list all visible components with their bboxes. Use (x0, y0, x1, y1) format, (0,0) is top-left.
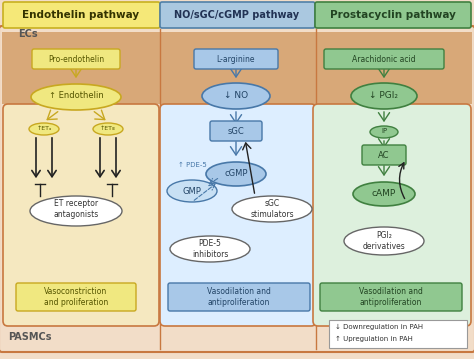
Text: AC: AC (378, 150, 390, 159)
Text: ↓ PGI₂: ↓ PGI₂ (370, 90, 399, 99)
Text: Prostacyclin pathway: Prostacyclin pathway (330, 10, 456, 20)
FancyBboxPatch shape (2, 32, 472, 104)
FancyBboxPatch shape (3, 2, 160, 28)
Ellipse shape (351, 83, 417, 109)
Text: Vasodilation and
antiproliferation: Vasodilation and antiproliferation (359, 287, 423, 307)
Ellipse shape (30, 196, 122, 226)
Text: ↑ Endothelin: ↑ Endothelin (49, 92, 103, 101)
FancyBboxPatch shape (0, 26, 474, 352)
FancyBboxPatch shape (324, 49, 444, 69)
FancyBboxPatch shape (160, 104, 316, 326)
Text: Arachidonic acid: Arachidonic acid (352, 55, 416, 64)
FancyBboxPatch shape (313, 104, 471, 326)
Ellipse shape (170, 236, 250, 262)
Text: cGMP: cGMP (224, 168, 248, 177)
Ellipse shape (93, 123, 123, 135)
Text: IP: IP (381, 128, 387, 134)
FancyBboxPatch shape (168, 283, 310, 311)
FancyBboxPatch shape (3, 104, 159, 326)
Ellipse shape (29, 123, 59, 135)
Ellipse shape (353, 182, 415, 206)
Text: ECs: ECs (18, 29, 37, 39)
Ellipse shape (370, 126, 398, 138)
Text: Vasoconstriction
and proliferation: Vasoconstriction and proliferation (44, 287, 108, 307)
Text: GMP: GMP (182, 186, 201, 196)
Text: L-arginine: L-arginine (217, 55, 255, 64)
FancyBboxPatch shape (210, 121, 262, 141)
FancyBboxPatch shape (160, 2, 315, 28)
Text: sGC: sGC (228, 126, 245, 135)
FancyBboxPatch shape (16, 283, 136, 311)
Ellipse shape (31, 84, 121, 110)
FancyBboxPatch shape (362, 145, 406, 165)
Text: ↑ETᴇ: ↑ETᴇ (100, 126, 116, 131)
Text: PDE-5
inhibitors: PDE-5 inhibitors (192, 239, 228, 259)
Text: ↑ETₐ: ↑ETₐ (36, 126, 52, 131)
Text: ↑ PDE-5: ↑ PDE-5 (178, 162, 206, 168)
Text: ↓ NO: ↓ NO (224, 90, 248, 99)
Ellipse shape (202, 83, 270, 109)
Text: ↑ Upregulation in PAH: ↑ Upregulation in PAH (335, 336, 413, 342)
Ellipse shape (344, 227, 424, 255)
Text: NO/sGC/cGMP pathway: NO/sGC/cGMP pathway (174, 10, 300, 20)
Text: Pro-endothelin: Pro-endothelin (48, 55, 104, 64)
Text: Endothelin pathway: Endothelin pathway (22, 10, 139, 20)
Ellipse shape (232, 196, 312, 222)
FancyBboxPatch shape (194, 49, 278, 69)
Text: ET receptor
antagonists: ET receptor antagonists (54, 199, 99, 219)
FancyBboxPatch shape (32, 49, 120, 69)
FancyBboxPatch shape (329, 320, 467, 348)
Text: PASMCs: PASMCs (8, 332, 52, 342)
Text: PGI₂
derivatives: PGI₂ derivatives (363, 231, 405, 251)
Text: sGC
stimulators: sGC stimulators (250, 199, 294, 219)
Ellipse shape (206, 162, 266, 186)
Ellipse shape (167, 180, 217, 202)
Text: cAMP: cAMP (372, 190, 396, 199)
Text: Vasodilation and
antiproliferation: Vasodilation and antiproliferation (207, 287, 271, 307)
FancyBboxPatch shape (315, 2, 471, 28)
FancyBboxPatch shape (320, 283, 462, 311)
Text: ↓ Downregulation in PAH: ↓ Downregulation in PAH (335, 324, 423, 330)
